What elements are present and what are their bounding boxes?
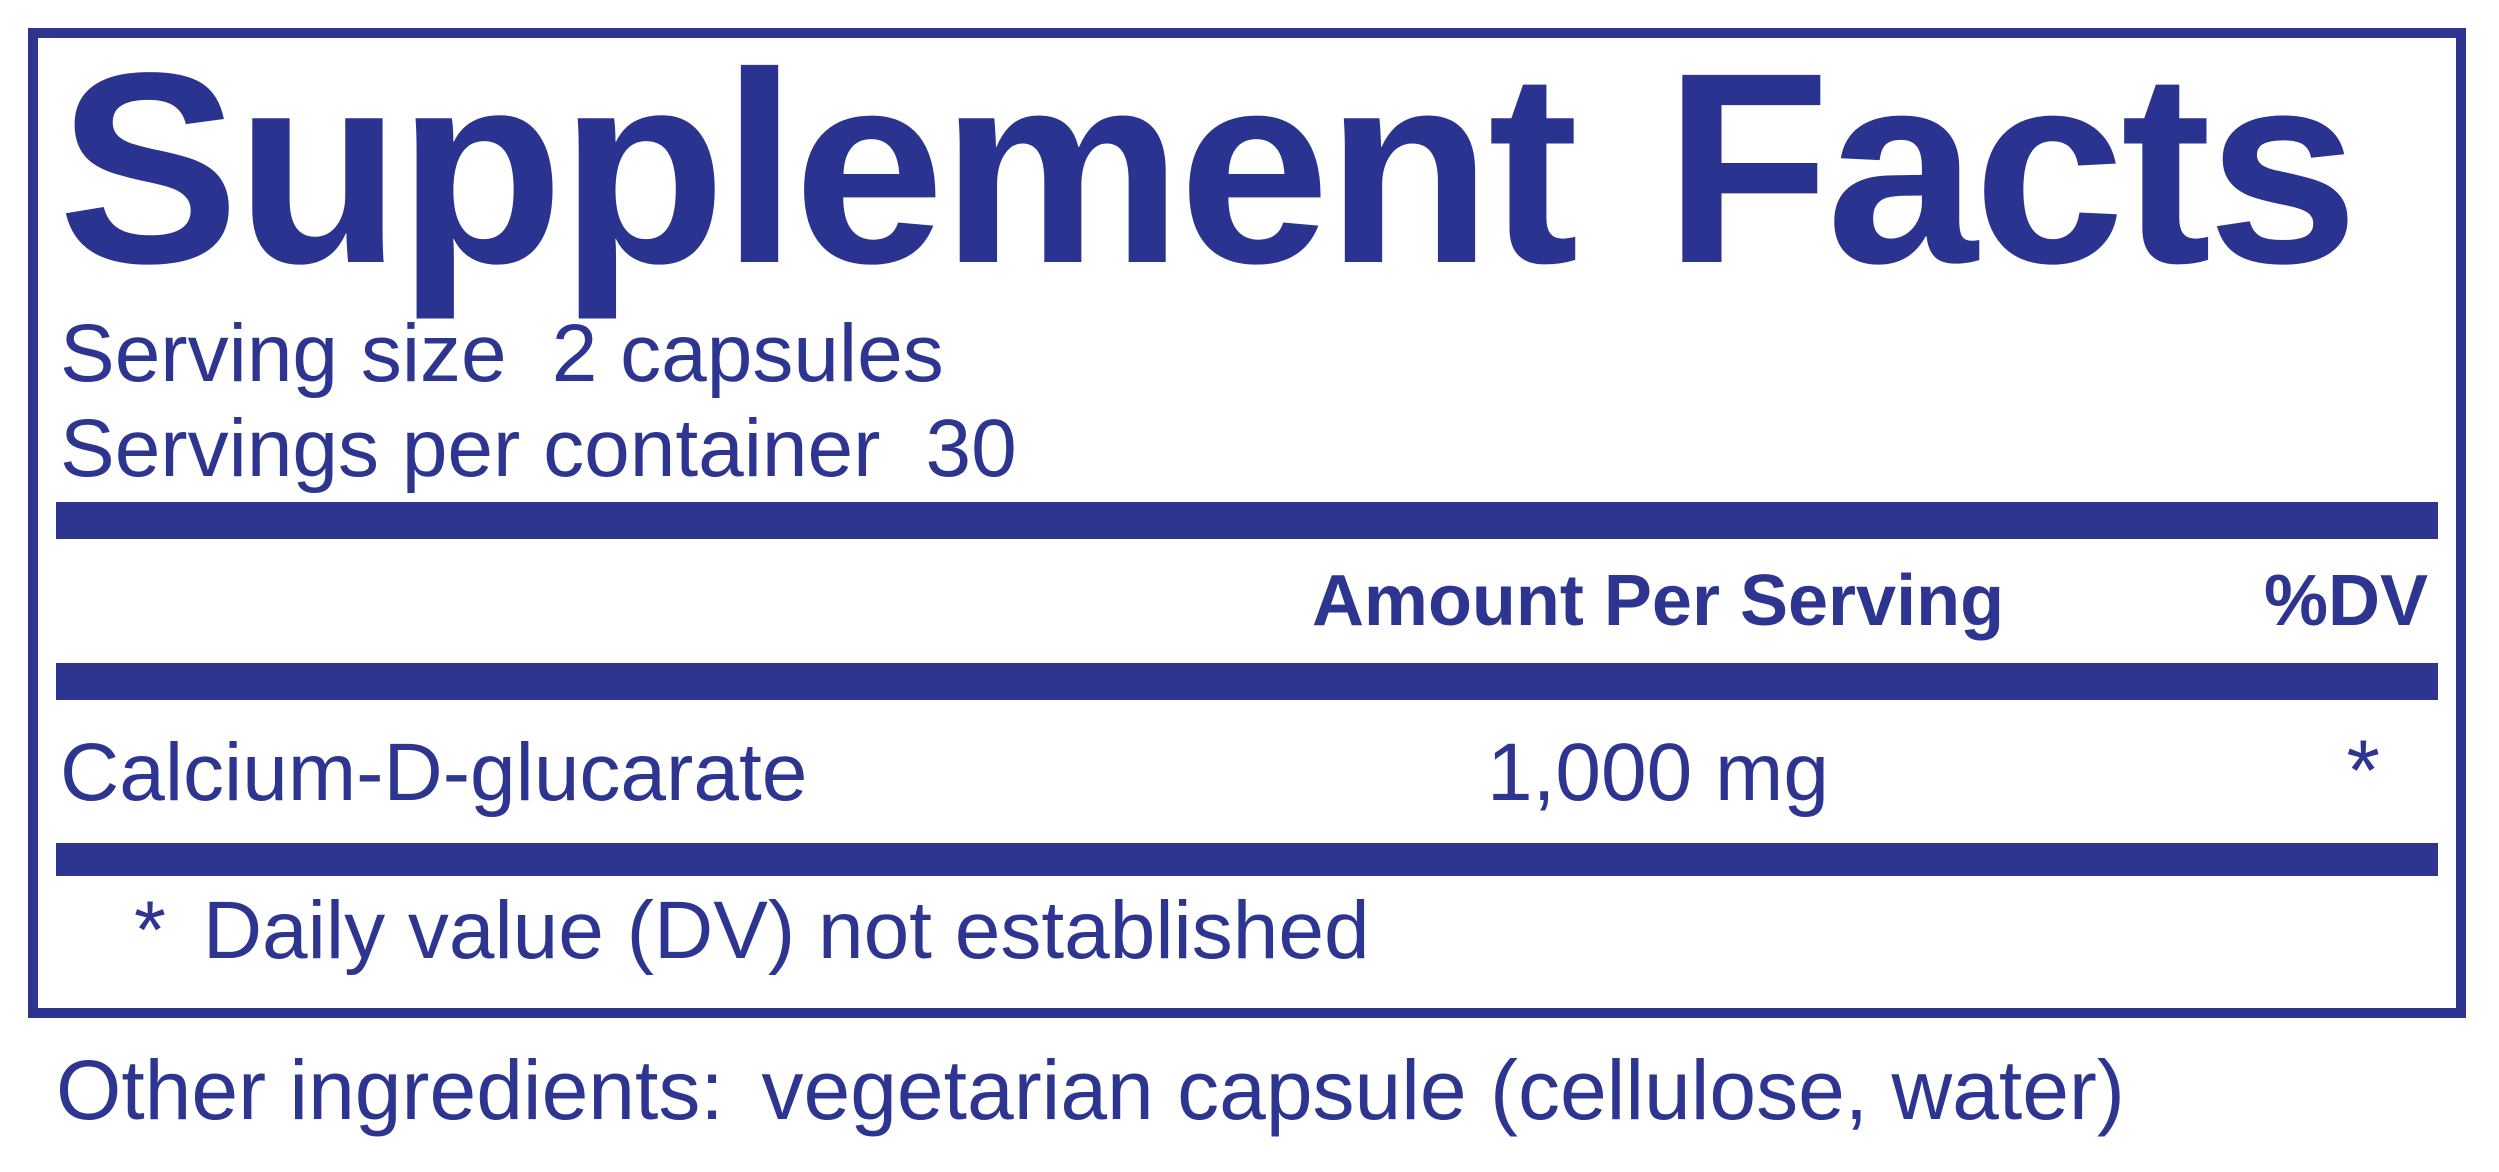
servings-per-container-value: 30 <box>925 403 1017 495</box>
footnote-text: Daily value (DV) not established <box>202 885 1370 977</box>
divider-bar-middle <box>56 663 2438 701</box>
servings-per-container-label: Servings per container <box>60 403 881 495</box>
ingredient-row: Calcium-D-glucarate 1,000 mg * <box>56 700 2438 843</box>
serving-size-label: Serving size <box>60 308 507 399</box>
footnote-asterisk: * <box>134 885 166 977</box>
divider-bar-top <box>56 502 2438 540</box>
dv-footnote: * Daily value (DV) not established <box>56 876 2438 978</box>
ingredient-dv: * <box>2346 723 2380 820</box>
serving-size-line: Serving size 2 capsules <box>60 306 2438 401</box>
supplement-facts-panel: Supplement Facts Serving size 2 capsules … <box>28 28 2466 1018</box>
other-ingredients-value: vegetarian capsule (cellulose, water) <box>761 1043 2125 1137</box>
divider-bar-bottom <box>56 843 2438 877</box>
serving-size-value: 2 capsules <box>551 308 944 399</box>
header-percent-dv: %DV <box>2263 561 2428 642</box>
ingredient-amount: 1,000 mg <box>1487 727 1829 819</box>
header-amount-per-serving: Amount Per Serving <box>1311 561 2005 642</box>
table-header-row: Amount Per Serving %DV <box>56 539 2438 663</box>
panel-title: Supplement Facts <box>58 28 2359 320</box>
ingredient-name: Calcium-D-glucarate <box>60 727 808 819</box>
servings-per-container-line: Servings per container 30 <box>60 401 2438 496</box>
other-ingredients-line: Other ingredients: vegetarian capsule (ce… <box>56 1040 2125 1141</box>
serving-info: Serving size 2 capsules Servings per cont… <box>60 306 2438 496</box>
other-ingredients-label: Other ingredients: <box>56 1043 724 1137</box>
